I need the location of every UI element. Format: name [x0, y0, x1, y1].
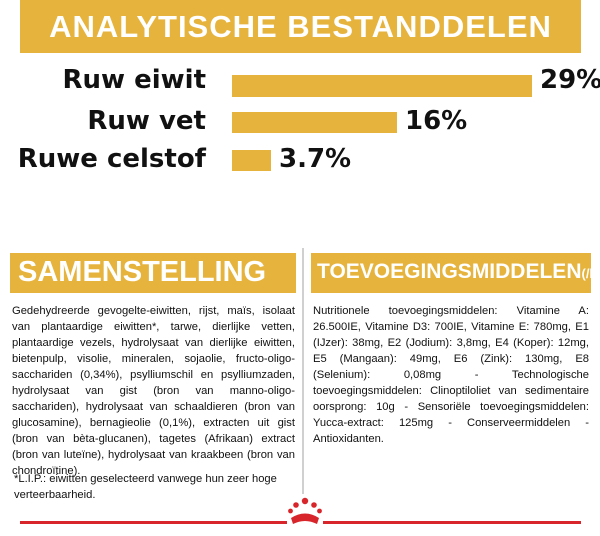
analysis-value-protein: 29% [540, 65, 600, 95]
additives-title-wrap: TOEVOEGINGSMIDDELEN(/kg) [317, 260, 600, 284]
analysis-bar-fat [232, 112, 397, 133]
analysis-label-fat: Ruw vet [87, 106, 206, 136]
analysis-bar-fiber [232, 150, 271, 171]
analysis-label-protein: Ruw eiwit [62, 65, 206, 95]
additives-header: TOEVOEGINGSMIDDELEN(/kg) [311, 253, 600, 293]
composition-header: SAMENSTELLING [10, 253, 296, 293]
crown-logo-icon [287, 494, 323, 532]
column-divider [302, 248, 304, 506]
analysis-value-fat: 16% [405, 106, 468, 136]
analysis-value-fiber: 3.7% [279, 144, 352, 174]
analysis-bar-protein [232, 75, 532, 97]
additives-text: Nutritionele toevoegingsmiddelen: Vitami… [313, 305, 589, 445]
composition-title: SAMENSTELLING [18, 256, 267, 288]
analysis-label-fiber: Ruwe celstof [17, 144, 206, 174]
header-banner: ANALYTISCHE BESTANDDELEN [20, 0, 581, 53]
additives-unit: (/kg) [581, 266, 600, 281]
composition-text: Gedehydreerde gevogelte-eiwitten, rijst,… [12, 305, 295, 477]
composition-footnote: *L.I.P.: eiwitten geselecteerd vanwege h… [14, 473, 277, 501]
page-title: ANALYTISCHE BESTANDDELEN [49, 9, 552, 44]
additives-title: TOEVOEGINGSMIDDELEN [317, 260, 582, 283]
